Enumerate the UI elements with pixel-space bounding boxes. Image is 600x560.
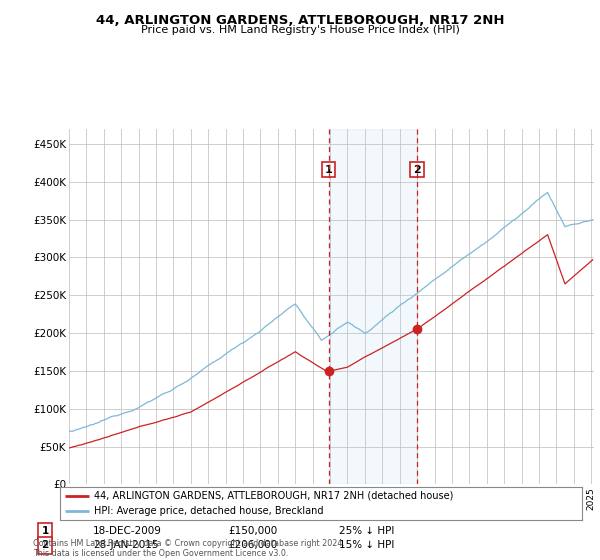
Text: £206,000: £206,000 [228,540,277,550]
Text: Price paid vs. HM Land Registry's House Price Index (HPI): Price paid vs. HM Land Registry's House … [140,25,460,35]
Text: HPI: Average price, detached house, Breckland: HPI: Average price, detached house, Brec… [94,506,323,516]
Text: 18-DEC-2009: 18-DEC-2009 [93,526,162,536]
Text: 1: 1 [41,526,49,536]
Text: 2: 2 [41,540,49,550]
Text: 44, ARLINGTON GARDENS, ATTLEBOROUGH, NR17 2NH: 44, ARLINGTON GARDENS, ATTLEBOROUGH, NR1… [96,14,504,27]
Text: 25% ↓ HPI: 25% ↓ HPI [339,526,394,536]
Text: £150,000: £150,000 [228,526,277,536]
Text: 1: 1 [325,165,332,175]
Text: Contains HM Land Registry data © Crown copyright and database right 2024.
This d: Contains HM Land Registry data © Crown c… [33,539,345,558]
Text: 2: 2 [413,165,421,175]
Text: 44, ARLINGTON GARDENS, ATTLEBOROUGH, NR17 2NH (detached house): 44, ARLINGTON GARDENS, ATTLEBOROUGH, NR1… [94,491,454,501]
Bar [329,129,417,484]
Text: 28-JAN-2015: 28-JAN-2015 [93,540,158,550]
Text: 15% ↓ HPI: 15% ↓ HPI [339,540,394,550]
